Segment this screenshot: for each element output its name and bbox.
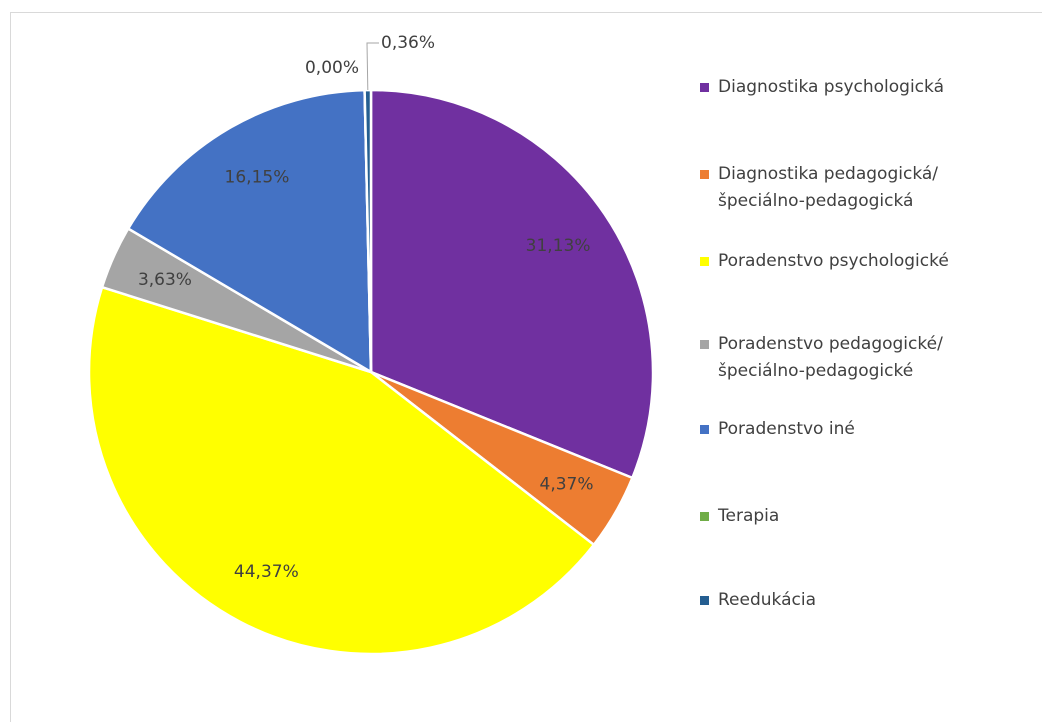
legend-item: Poradenstvo iné bbox=[700, 416, 975, 443]
legend-label: Poradenstvo pedagogické/špeciálno-pedago… bbox=[718, 334, 943, 381]
legend-swatch bbox=[700, 83, 709, 92]
legend-swatch bbox=[700, 170, 709, 179]
legend-item: Poradenstvo pedagogické/špeciálno-pedago… bbox=[700, 331, 975, 385]
data-label: 4,37% bbox=[540, 475, 594, 495]
pie-slice bbox=[126, 88, 373, 375]
legend-swatch bbox=[700, 512, 709, 521]
legend-swatch bbox=[700, 340, 709, 349]
data-label: 0,36% bbox=[381, 33, 435, 53]
legend-label: Terapia bbox=[718, 506, 780, 526]
legend-item: Terapia bbox=[700, 503, 975, 530]
pie-slice bbox=[87, 285, 596, 656]
leader-line bbox=[366, 42, 379, 91]
pie-slice bbox=[369, 88, 655, 480]
legend-swatch bbox=[700, 596, 709, 605]
data-label: 3,63% bbox=[138, 270, 192, 290]
legend-label: Diagnostika psychologická bbox=[718, 77, 944, 97]
legend-swatch bbox=[700, 257, 709, 266]
legend-swatch bbox=[700, 425, 709, 434]
legend-label: Poradenstvo iné bbox=[718, 419, 855, 439]
legend-item: Reedukácia bbox=[700, 587, 975, 614]
legend-item: Poradenstvo psychologické bbox=[700, 248, 975, 275]
legend-item: Diagnostika pedagogická/špeciálno-pedago… bbox=[700, 161, 975, 215]
legend-item: Diagnostika psychologická bbox=[700, 74, 975, 101]
data-label: 31,13% bbox=[526, 236, 591, 256]
data-label: 0,00% bbox=[305, 58, 359, 78]
legend-label: Poradenstvo psychologické bbox=[718, 251, 949, 271]
data-label: 16,15% bbox=[225, 167, 290, 187]
chart-border bbox=[10, 12, 1042, 722]
legend-label: Diagnostika pedagogická/špeciálno-pedago… bbox=[718, 164, 939, 211]
data-label: 44,37% bbox=[234, 562, 299, 582]
legend-label: Reedukácia bbox=[718, 590, 816, 610]
